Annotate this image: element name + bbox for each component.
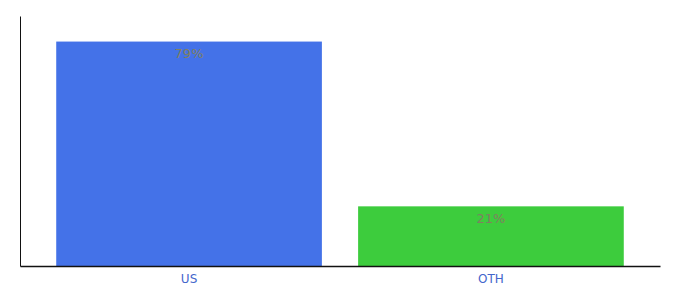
- x-tick-label: US: [181, 272, 197, 286]
- x-axis-line: [21, 266, 661, 268]
- data-labels: 79% 21%: [175, 46, 506, 226]
- data-label: 21%: [476, 211, 505, 226]
- bars: [56, 42, 624, 266]
- x-tick-label: OTH: [478, 272, 504, 286]
- data-label: 79%: [175, 46, 204, 61]
- x-tick: OTH: [478, 272, 504, 286]
- x-axis: US OTH: [21, 267, 661, 286]
- x-tick: US: [181, 272, 197, 286]
- bar: [56, 42, 322, 266]
- chart: US OTH 79% 21%: [0, 0, 680, 300]
- plot: US OTH 79% 21%: [21, 17, 661, 286]
- chart-container: US OTH 79% 21%: [0, 0, 680, 300]
- bar: [358, 206, 624, 266]
- y-axis: [20, 17, 21, 267]
- y-axis-line: [20, 17, 21, 267]
